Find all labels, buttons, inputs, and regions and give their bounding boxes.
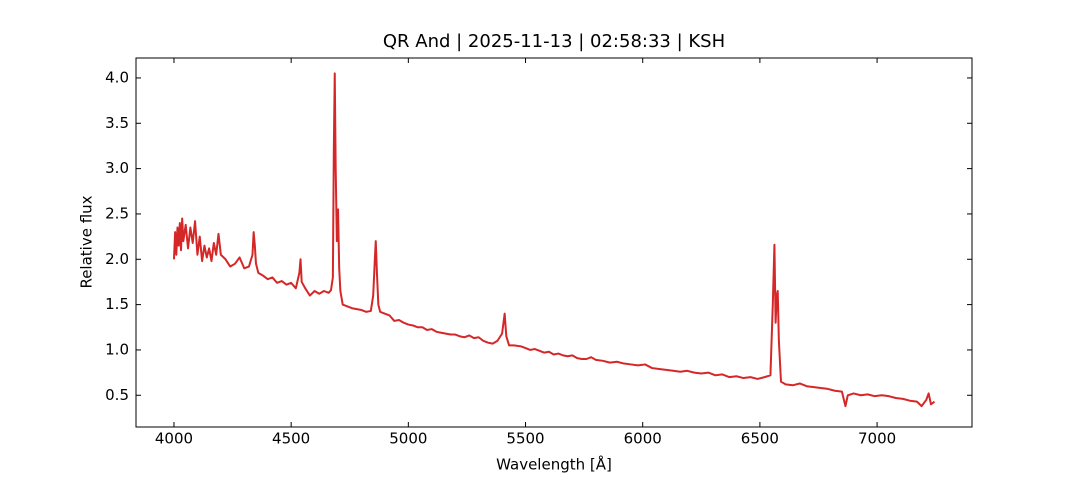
x-tick-label: 7000 (858, 430, 896, 448)
y-tick-label: 3.5 (105, 114, 129, 132)
x-tick-label: 6000 (624, 430, 662, 448)
y-tick-label: 0.5 (105, 386, 129, 404)
x-tick-label: 4000 (155, 430, 193, 448)
x-tick-label: 6500 (741, 430, 779, 448)
y-tick-label: 4.0 (105, 68, 129, 86)
x-axis-label: Wavelength [Å] (496, 455, 612, 474)
x-tick-label: 4500 (272, 430, 310, 448)
x-tick-label: 5500 (506, 430, 544, 448)
y-axis-label: Relative flux (78, 195, 96, 288)
y-tick-label: 1.5 (105, 295, 129, 313)
chart-title: QR And | 2025-11-13 | 02:58:33 | KSH (383, 31, 725, 52)
x-tick-label: 5000 (389, 430, 427, 448)
spectrum-line (172, 72, 936, 408)
plot-frame (135, 57, 973, 428)
y-tick-label: 2.0 (105, 250, 129, 268)
y-tick-label: 1.0 (105, 340, 129, 358)
y-tick-label: 3.0 (105, 159, 129, 177)
y-tick-label: 2.5 (105, 204, 129, 222)
